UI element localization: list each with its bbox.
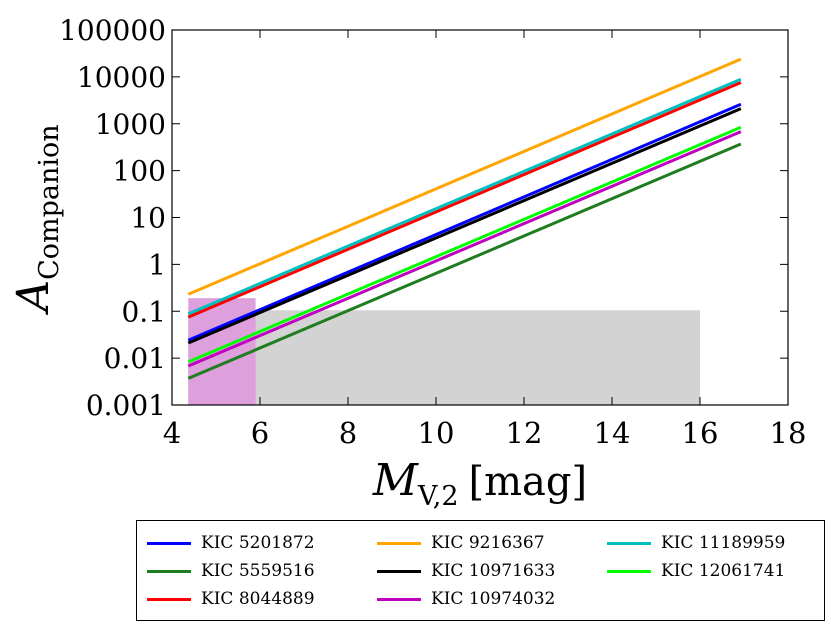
axis-ticks: 4 6 8 10 12 14 16 18 0.001 0.01 0.1 1 10 100 1000 10000… (59, 14, 806, 450)
x-tick-label: 14 (594, 416, 631, 450)
y-tick-label: 0.1 (121, 295, 166, 328)
y-tick-label: 10 (130, 202, 166, 235)
x-axis-title-main: M (372, 455, 419, 506)
series-line-kic-12061741 (187, 125, 742, 364)
series-line-kic-10971633 (187, 107, 742, 345)
legend: KIC 5201872 KIC 5559516 KIC 8044889 KIC 921… (136, 520, 825, 621)
series-lines (187, 57, 742, 380)
legend-item: KIC 10971633 (377, 559, 555, 583)
legend-item: KIC 10974032 (377, 587, 555, 611)
x-tick-label: 6 (251, 416, 269, 450)
y-axis-title: ACompanion (8, 124, 65, 315)
y-tick-label: 100 (113, 155, 166, 188)
legend-item: KIC 5201872 (147, 531, 315, 555)
y-tick-label: 1 (148, 248, 166, 281)
legend-label: KIC 12061741 (661, 561, 786, 581)
x-axis-title: MV,2 [mag] (372, 455, 587, 512)
shaded-regions (188, 298, 700, 405)
series-line-kic-5201872 (187, 102, 742, 342)
y-axis-title-sub: Companion (34, 124, 65, 280)
legend-item: KIC 9216367 (377, 531, 545, 555)
shaded-region-1 (188, 310, 700, 405)
x-tick-label: 12 (506, 416, 543, 450)
legend-swatch (377, 541, 421, 545)
y-tick-label: 100000 (59, 14, 166, 47)
x-axis-title-unit: [mag] (469, 459, 588, 505)
legend-swatch (607, 569, 651, 573)
legend-label: KIC 5559516 (201, 561, 315, 581)
legend-swatch (147, 541, 191, 545)
legend-swatch (147, 569, 191, 573)
legend-item: KIC 5559516 (147, 559, 315, 583)
y-tick-label: 0.001 (86, 389, 166, 422)
series-line-kic-11189959 (187, 77, 742, 316)
legend-label: KIC 8044889 (201, 589, 315, 609)
chart: 4 6 8 10 12 14 16 18 0.001 0.01 0.1 1 10 100 1000 10000… (8, 14, 806, 512)
legend-swatch (147, 597, 191, 601)
x-tick-label: 16 (682, 416, 719, 450)
legend-item: KIC 8044889 (147, 587, 315, 611)
series-line-kic-9216367 (187, 57, 742, 296)
legend-label: KIC 10974032 (431, 589, 556, 609)
legend-label: KIC 9216367 (431, 533, 545, 553)
x-tick-label: 8 (339, 416, 357, 450)
x-axis-title-sub: V,2 (417, 481, 459, 512)
svg-text:ACompanion: ACompanion (8, 124, 65, 315)
y-axis-title-main: A (8, 280, 59, 316)
series-line-kic-8044889 (187, 81, 742, 319)
legend-label: KIC 11189959 (661, 533, 786, 553)
x-tick-label: 10 (418, 416, 455, 450)
y-tick-label: 1000 (95, 108, 166, 141)
y-tick-label: 0.01 (104, 342, 166, 375)
svg-text:MV,2[mag]: MV,2 [mag] (372, 455, 587, 512)
y-tick-label: 10000 (77, 61, 166, 94)
x-tick-label: 4 (163, 416, 181, 450)
series-line-kic-10974032 (187, 130, 742, 368)
x-tick-label: 18 (770, 416, 807, 450)
legend-swatch (377, 569, 421, 573)
series-line-kic-5559516 (187, 142, 742, 380)
legend-swatch (377, 597, 421, 601)
legend-item: KIC 11189959 (607, 531, 785, 555)
legend-label: KIC 5201872 (201, 533, 315, 553)
legend-swatch (607, 541, 651, 545)
legend-item: KIC 12061741 (607, 559, 785, 583)
legend-label: KIC 10971633 (431, 561, 556, 581)
